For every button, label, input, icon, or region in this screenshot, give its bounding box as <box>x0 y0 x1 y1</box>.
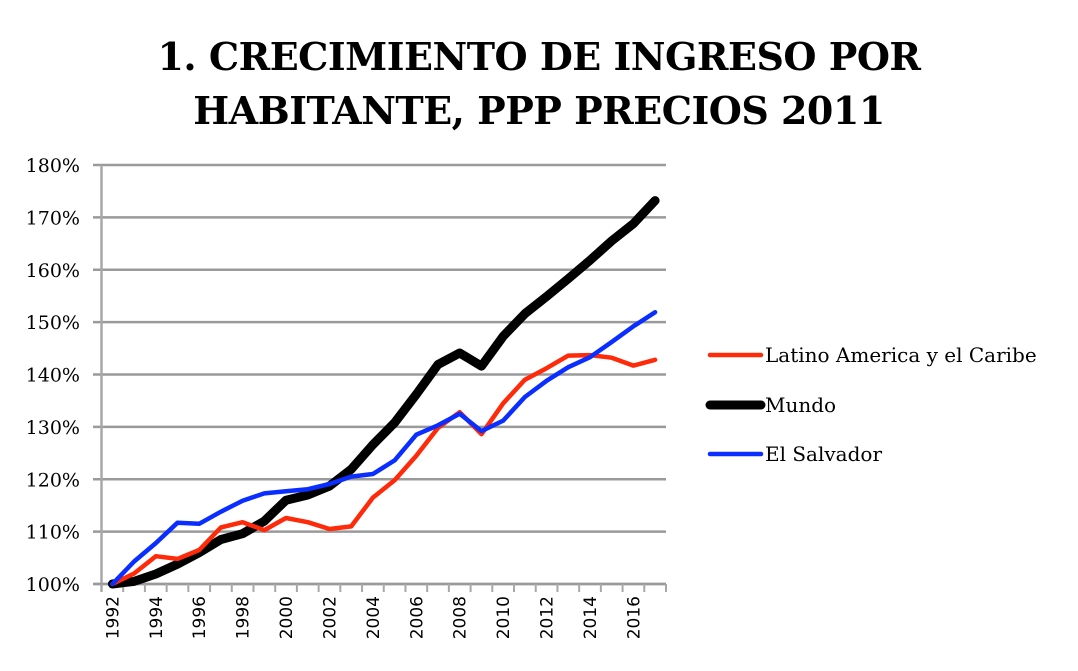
y-tick-label: 120% <box>26 469 80 491</box>
series-line-el-salvador <box>110 309 658 587</box>
x-tick-label: 1998 <box>234 596 254 639</box>
axes <box>93 165 666 592</box>
series-line-latino-america-y-el-caribe <box>110 352 658 587</box>
x-tick-label: 1994 <box>147 596 167 639</box>
y-axis-ticks: 100% 110% 120% 130% 140% 150% 160% 170% 180% <box>26 155 80 596</box>
legend-label: El Salvador <box>765 442 882 466</box>
x-tick-label: 2006 <box>407 596 427 639</box>
series-lines <box>107 196 660 589</box>
x-tick-label: 2014 <box>581 596 601 639</box>
x-tick-label: 2016 <box>624 596 644 639</box>
gridlines <box>93 163 666 586</box>
y-tick-label: 170% <box>26 207 80 229</box>
x-tick-label: 2008 <box>451 596 471 639</box>
chart-title-line-2: HABITANTE, PPP PRECIOS 2011 <box>193 88 885 133</box>
chart-title-line-1: 1. CRECIMIENTO DE INGRESO POR <box>157 34 921 79</box>
y-tick-label: 110% <box>26 522 80 544</box>
y-tick-label: 140% <box>26 365 80 387</box>
y-tick-label: 150% <box>26 312 80 334</box>
chart-title: 1. CRECIMIENTO DE INGRESO POR HABITANTE,… <box>0 30 1078 138</box>
x-tick-label: 2010 <box>494 596 514 639</box>
x-tick-label: 2000 <box>277 596 297 639</box>
legend: Latino America y el Caribe Mundo El Salvad… <box>705 343 1037 466</box>
legend-label: Mundo <box>765 393 836 417</box>
y-tick-label: 100% <box>26 574 80 596</box>
x-tick-label: 2002 <box>320 596 340 639</box>
x-tick-label: 1992 <box>103 596 123 639</box>
x-tick-label: 2004 <box>364 596 384 639</box>
legend-label: Latino America y el Caribe <box>765 343 1037 367</box>
x-axis-ticks: 1992 1994 1996 1998 2000 2002 2004 2006 2008 2010… <box>100 584 667 639</box>
x-tick-label: 2012 <box>538 596 558 639</box>
x-tick-label: 1996 <box>190 596 210 639</box>
y-tick-label: 180% <box>26 155 80 177</box>
y-tick-label: 160% <box>26 260 80 282</box>
series-line-mundo <box>107 196 660 589</box>
y-tick-label: 130% <box>26 417 80 439</box>
